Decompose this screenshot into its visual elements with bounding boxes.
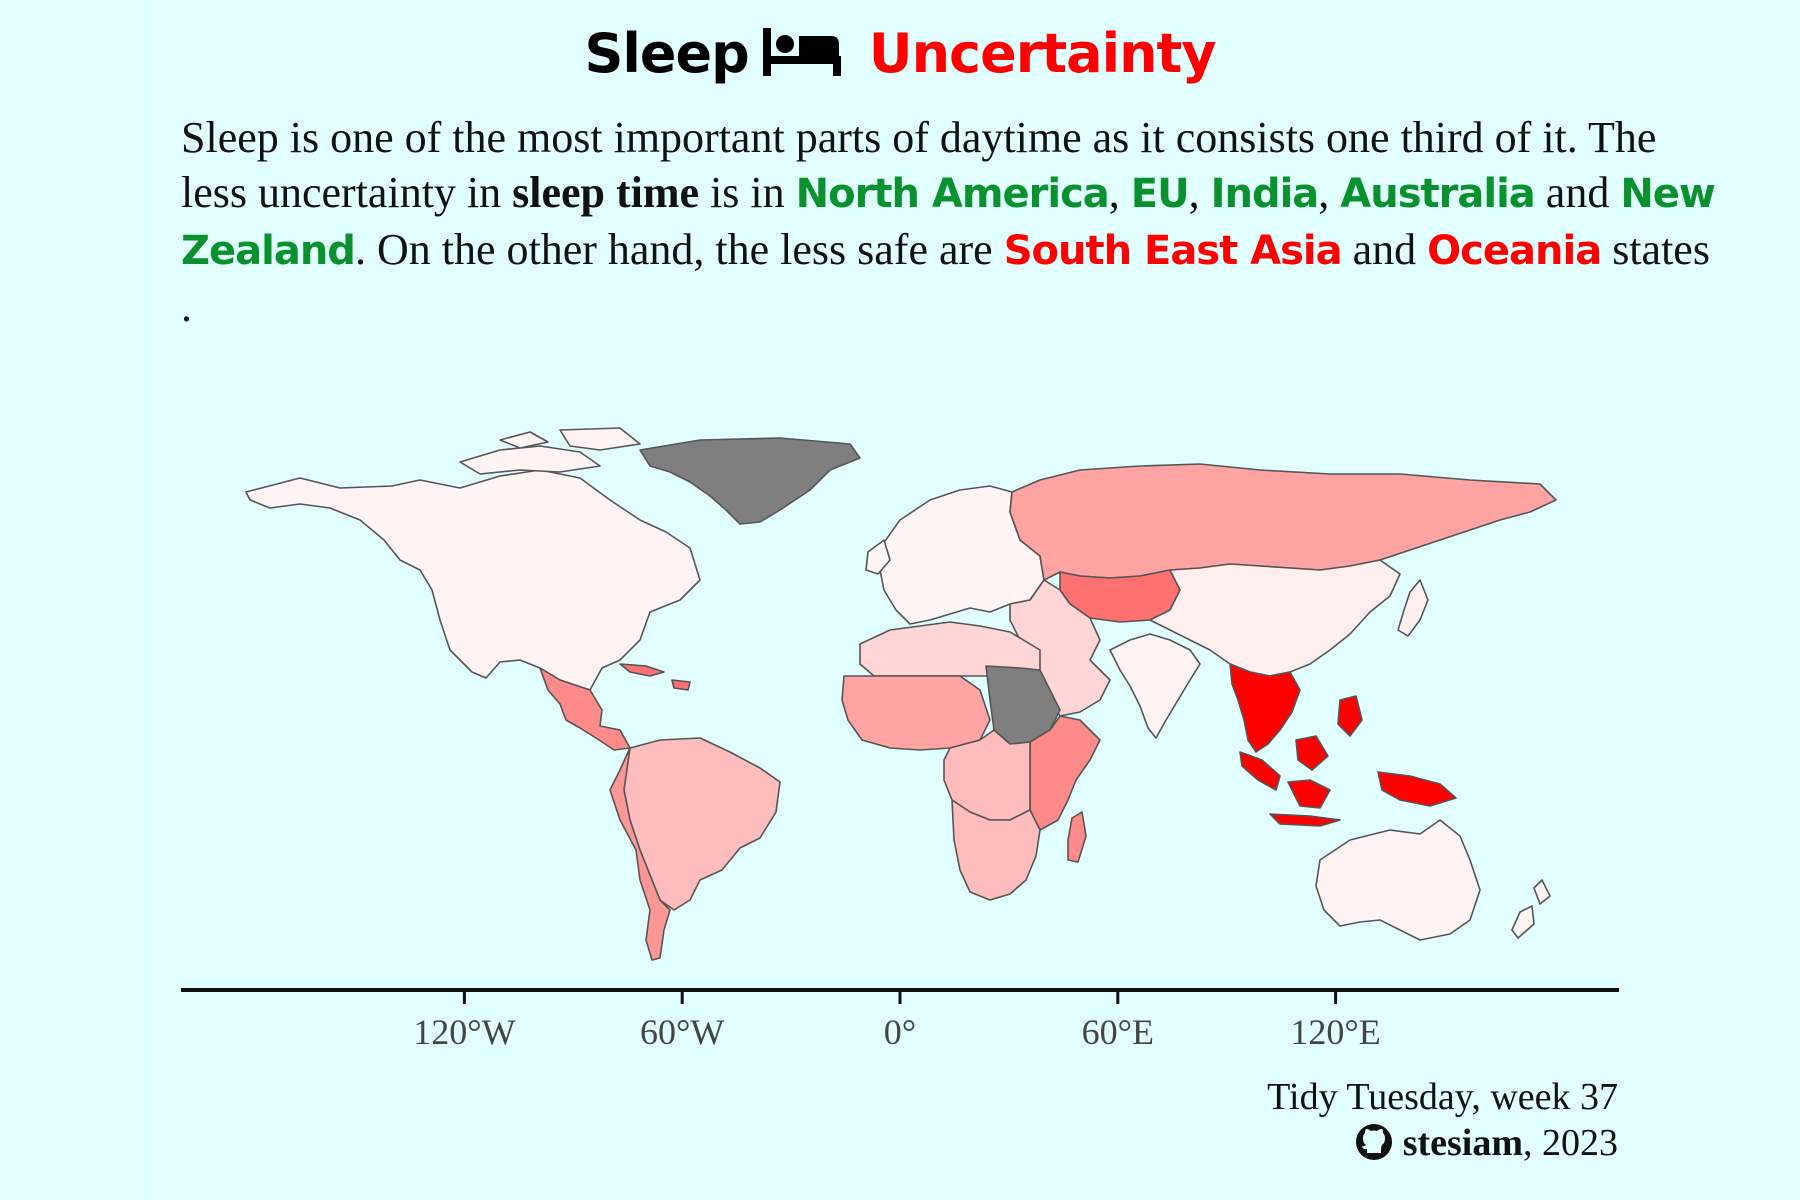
page-title: Sleep Uncertainty <box>0 22 1800 91</box>
caption-line-2: stesiam, 2023 <box>1267 1120 1618 1172</box>
caption-year: , 2023 <box>1523 1122 1618 1164</box>
caption-author: stesiam <box>1402 1122 1523 1164</box>
title-sleep: Sleep <box>584 22 749 85</box>
map-region-japan <box>1397 579 1429 637</box>
map-region-russia <box>1009 463 1557 581</box>
comma-2: , <box>1188 168 1211 217</box>
comma-1: , <box>1108 168 1131 217</box>
github-icon <box>1355 1123 1393 1172</box>
map-region-china-east-asia <box>1149 559 1401 677</box>
caption-line-1: Tidy Tuesday, week 37 <box>1267 1076 1618 1118</box>
comma-3: , <box>1318 168 1341 217</box>
map-region-indonesia <box>1239 695 1457 827</box>
region-eu: EU <box>1130 171 1190 217</box>
map-region-central-america <box>539 667 631 751</box>
region-india: India <box>1210 171 1320 217</box>
map-region-greenland <box>639 437 861 525</box>
and-2: and <box>1341 225 1428 274</box>
x-tick-label: 0° <box>884 1012 916 1052</box>
subtitle-dot: . <box>181 282 192 331</box>
subtitle: Sleep is one of the most important parts… <box>181 110 1721 334</box>
map-region-caribbean <box>619 663 691 691</box>
map-region-uk <box>865 539 891 575</box>
title-uncertainty: Uncertainty <box>868 22 1217 85</box>
map-region-south-america-west <box>609 747 671 961</box>
map-region-australia <box>1315 819 1481 941</box>
map-region-south-east-asia <box>1229 663 1301 753</box>
x-tick-label: 60°W <box>640 1012 724 1052</box>
region-north-america: North America <box>795 171 1110 217</box>
caption: Tidy Tuesday, week 37 stesiam, 2023 <box>1267 1074 1618 1172</box>
map-region-india <box>1109 633 1201 739</box>
subtitle-text-3: . On the other hand, the less safe are <box>354 225 1004 274</box>
map-region-west-africa <box>841 675 991 751</box>
and-1: and <box>1534 168 1621 217</box>
region-new-zealand: New Zealand <box>181 171 1716 274</box>
chart-panel <box>157 0 1643 1200</box>
map-region-new-zealand <box>1511 879 1551 939</box>
region-south-east-asia: South East Asia <box>1003 228 1343 274</box>
x-tick-label: 120°E <box>1290 1012 1380 1052</box>
bed-icon <box>761 24 843 91</box>
x-tick-label: 120°W <box>413 1012 515 1052</box>
region-oceania: Oceania <box>1427 228 1602 274</box>
x-tick-label: 60°E <box>1082 1012 1154 1052</box>
map-region-madagascar <box>1067 811 1087 863</box>
map-region-southern-africa <box>951 799 1041 901</box>
subtitle-text-4: states <box>1601 225 1710 274</box>
subtitle-text-2: is in <box>699 168 796 217</box>
map-region-north-america <box>245 469 701 691</box>
subtitle-sleep-time: sleep time <box>512 168 700 217</box>
map-region-arctic-islands <box>459 427 641 475</box>
subtitle-text-1: Sleep is one of the most important parts… <box>181 113 1657 217</box>
region-australia: Australia <box>1340 171 1535 217</box>
